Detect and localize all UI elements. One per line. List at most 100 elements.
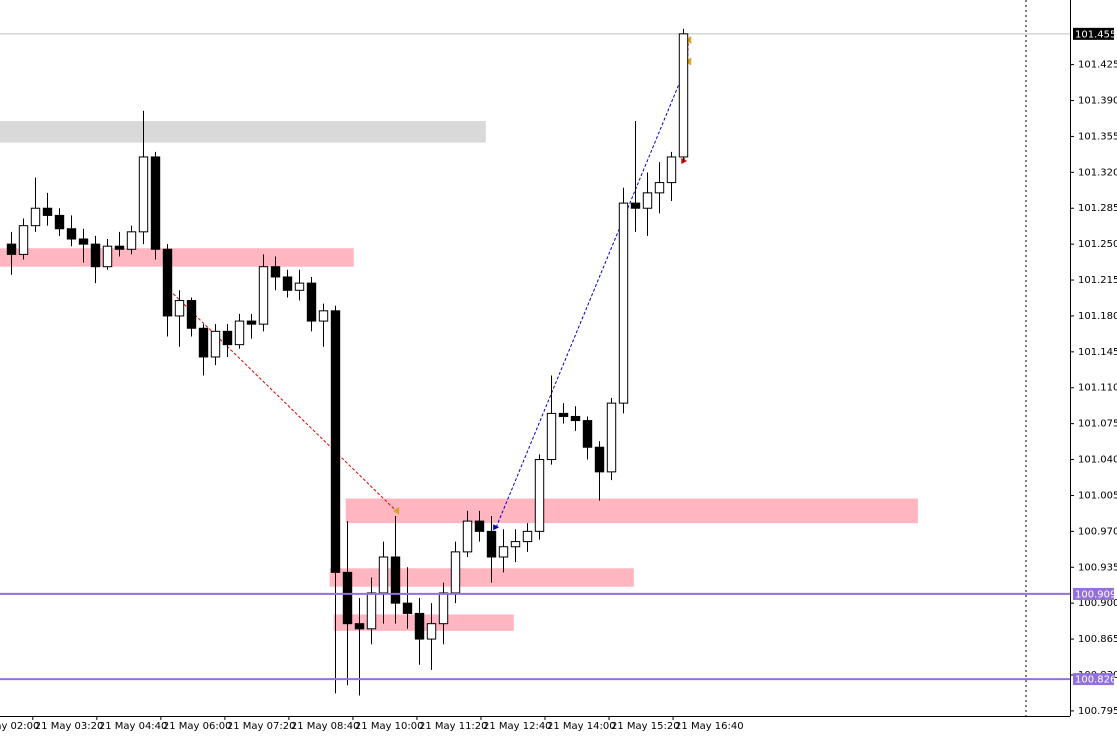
x-tick-label: 21 May 16:40 bbox=[675, 721, 744, 732]
x-tick-label: 21 May 02:00 bbox=[0, 721, 39, 732]
candle-body bbox=[294, 282, 305, 291]
y-tick-label: 101.040 bbox=[1078, 455, 1117, 466]
y-tick-label: 101.005 bbox=[1078, 490, 1117, 501]
candle-body bbox=[18, 225, 29, 255]
candle-body bbox=[150, 156, 161, 250]
bid-box bbox=[1073, 27, 1114, 40]
x-tick-label: 21 May 07:20 bbox=[227, 721, 296, 732]
x-tick-label: 21 May 08:40 bbox=[291, 721, 360, 732]
y-tick-label: 100.970 bbox=[1078, 526, 1117, 537]
zone bbox=[329, 568, 634, 587]
trade-close-marker bbox=[393, 506, 400, 515]
candle-body bbox=[162, 248, 173, 317]
candle-body bbox=[426, 623, 437, 640]
candle-body bbox=[570, 415, 581, 422]
candle-body bbox=[78, 238, 89, 245]
candle-body bbox=[534, 459, 545, 532]
y-tick-label: 100.900 bbox=[1078, 598, 1117, 609]
candle-body bbox=[234, 320, 245, 346]
candle-body bbox=[54, 214, 65, 230]
candle-body bbox=[246, 320, 257, 325]
candle-body bbox=[402, 602, 413, 614]
candle-body bbox=[630, 202, 641, 209]
y-tick-label: 101.390 bbox=[1078, 96, 1117, 107]
candle-body bbox=[354, 623, 365, 630]
candle-body bbox=[174, 300, 185, 317]
candle-body bbox=[210, 330, 221, 358]
candle-body bbox=[510, 541, 521, 548]
candle-body bbox=[114, 245, 125, 250]
candle-body bbox=[678, 33, 689, 158]
x-tick-label: 21 May 10:00 bbox=[355, 721, 424, 732]
x-tick-label: 21 May 03:20 bbox=[35, 721, 104, 732]
candle-body bbox=[462, 520, 473, 553]
candle-body bbox=[318, 310, 329, 322]
candle-body bbox=[378, 556, 389, 594]
candle-body bbox=[522, 530, 533, 543]
candle-body bbox=[90, 243, 101, 268]
trade-line bbox=[495, 61, 689, 528]
x-tick-label: 21 May 11:20 bbox=[419, 721, 488, 732]
candle-body bbox=[390, 556, 401, 604]
candle-body bbox=[30, 207, 41, 227]
y-tick-label: 101.355 bbox=[1078, 131, 1117, 142]
candle-body bbox=[582, 420, 593, 448]
candle-body bbox=[258, 266, 269, 325]
candle-body bbox=[546, 412, 557, 461]
y-tick-label: 101.215 bbox=[1078, 275, 1117, 286]
y-tick-label: 101.285 bbox=[1078, 203, 1117, 214]
level-box bbox=[1073, 587, 1114, 600]
plot-area bbox=[0, 28, 1070, 696]
candle-body bbox=[102, 245, 113, 268]
bid-label: 101.455 bbox=[1075, 29, 1116, 40]
y-tick-label: 100.935 bbox=[1078, 562, 1117, 573]
trade-close-marker bbox=[685, 36, 692, 45]
y-tick-label: 101.110 bbox=[1078, 383, 1117, 394]
candle-body bbox=[606, 402, 617, 473]
candle-body bbox=[198, 327, 209, 358]
axes: 101.425 101.390 101.355 101.320 101.285 101.2… bbox=[0, 27, 1117, 732]
candle-body bbox=[498, 546, 509, 558]
candle-body bbox=[414, 612, 425, 640]
x-tick-label: 21 May 14:00 bbox=[547, 721, 616, 732]
candle-body bbox=[270, 266, 281, 278]
trade-open-marker bbox=[493, 524, 500, 531]
candle-body bbox=[306, 282, 317, 322]
candle-body bbox=[366, 592, 377, 630]
candle-body bbox=[42, 207, 53, 216]
trade-line bbox=[169, 289, 397, 512]
candle-body bbox=[618, 202, 629, 404]
y-tick-label: 101.180 bbox=[1078, 311, 1117, 322]
y-tick-label: 100.795 bbox=[1078, 706, 1117, 717]
level-box bbox=[1073, 673, 1114, 686]
y-tick-label: 100.865 bbox=[1078, 634, 1117, 645]
zone bbox=[345, 498, 918, 524]
candle-body bbox=[330, 310, 341, 573]
candle-body bbox=[558, 412, 569, 417]
y-tick-label: 101.250 bbox=[1078, 239, 1117, 250]
candle-body bbox=[450, 551, 461, 594]
candle-body bbox=[654, 182, 665, 194]
level-label: 100.826 bbox=[1075, 675, 1116, 686]
candle-body bbox=[66, 228, 77, 240]
candle-body bbox=[438, 592, 449, 625]
y-tick-label: 101.145 bbox=[1078, 347, 1117, 358]
candle-body bbox=[222, 330, 233, 346]
y-tick-label: 101.425 bbox=[1078, 60, 1117, 71]
x-tick-label: 21 May 15:20 bbox=[611, 721, 680, 732]
zone bbox=[0, 121, 486, 143]
candle-body bbox=[474, 520, 485, 532]
candle-body bbox=[666, 156, 677, 184]
candle-body bbox=[6, 243, 17, 255]
candle-body bbox=[594, 446, 605, 473]
y-tick-label: 101.320 bbox=[1078, 167, 1117, 178]
candle-body bbox=[186, 300, 197, 329]
candle-body bbox=[126, 231, 137, 250]
trade-close-marker bbox=[685, 57, 692, 66]
y-tick-label: 101.075 bbox=[1078, 419, 1117, 430]
candle-body bbox=[138, 156, 149, 233]
candle-body bbox=[486, 530, 497, 558]
zone bbox=[0, 248, 354, 267]
